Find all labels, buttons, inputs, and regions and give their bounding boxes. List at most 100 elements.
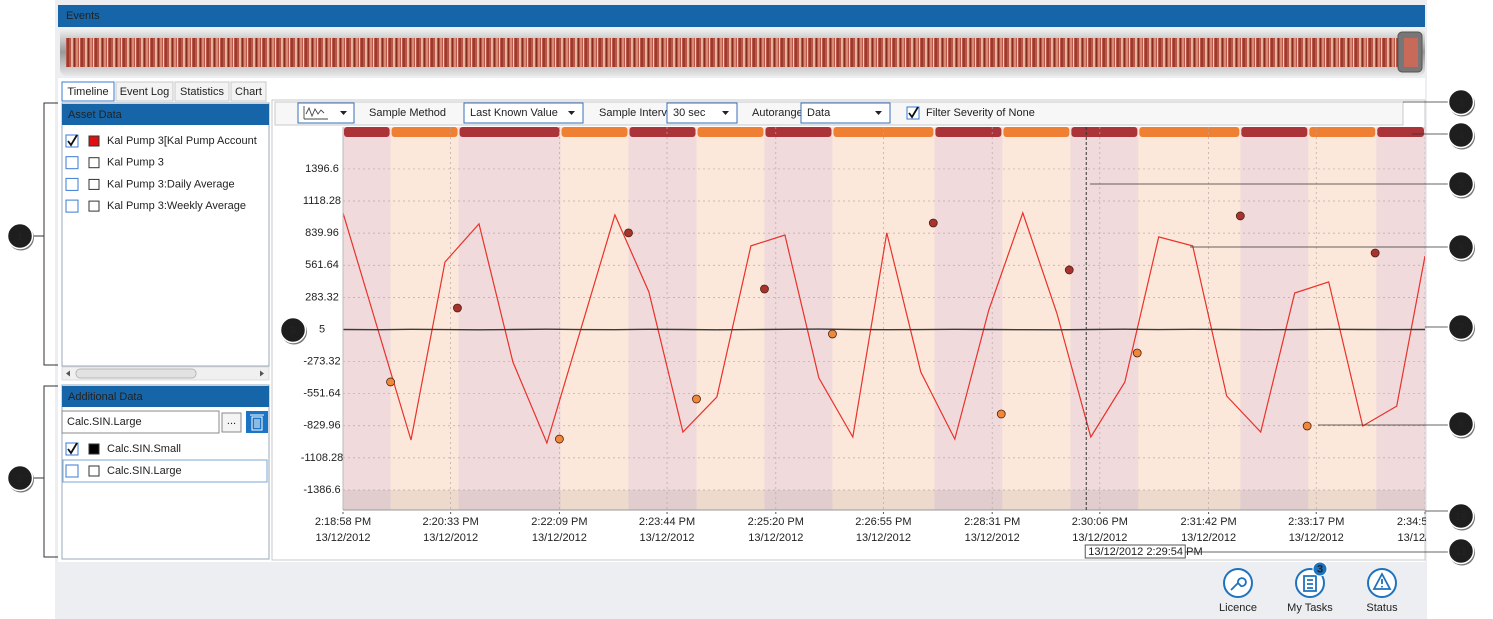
callout-number: 11 (1455, 546, 1467, 558)
asset-label[interactable]: Kal Pump 3 (107, 157, 164, 169)
event-band (1070, 127, 1139, 510)
chart-type-dropdown[interactable] (297, 102, 355, 124)
callout-number: 8 (1458, 419, 1464, 431)
dropdown-arrow (568, 111, 575, 115)
browse-button[interactable] (221, 412, 242, 433)
event-point (555, 434, 564, 444)
callout-badge (6, 222, 34, 250)
color-swatch (88, 135, 100, 147)
event-band (1376, 127, 1425, 510)
dropdown-arrow (340, 111, 347, 115)
autorange-label: Autorange (752, 107, 803, 119)
bracket-1 (43, 102, 58, 366)
tab-label[interactable]: Event Log (120, 86, 170, 98)
sample-method-dropdown[interactable] (463, 102, 584, 124)
autorange-dropdown[interactable] (800, 102, 891, 124)
tab-label[interactable]: Timeline (67, 86, 108, 98)
x-tick-date: 13/12/2012 (1072, 532, 1127, 544)
footer-label[interactable]: My Tasks (1287, 602, 1333, 614)
y-tick-label: 839.96 (305, 227, 339, 239)
tab[interactable]: Event Log (115, 81, 174, 102)
tab-box[interactable] (174, 81, 230, 102)
sample-method-dropdown-value[interactable]: Last Known Value (470, 107, 558, 119)
event-marker (1003, 127, 1070, 137)
callout-badge (1447, 170, 1475, 198)
event-marker (561, 127, 628, 137)
tab[interactable]: Timeline (61, 81, 115, 102)
checkbox[interactable] (65, 156, 79, 170)
footer-glyph[interactable] (1230, 577, 1247, 591)
event-point (386, 377, 395, 387)
scroll-right[interactable] (260, 370, 264, 377)
scrollbar-thumb[interactable] (75, 368, 197, 379)
checkmark[interactable] (67, 134, 78, 147)
checkmark[interactable] (908, 106, 919, 119)
footer (55, 562, 1427, 619)
color-swatch (88, 157, 100, 169)
y-tick-label: -273.32 (303, 355, 340, 367)
x-tick-label: 2:25:20 PM (748, 516, 804, 528)
sample-interval-dropdown-value[interactable]: 30 sec (673, 107, 706, 119)
x-tick-label: 2:34:53 PM (1397, 516, 1453, 528)
tab[interactable]: Chart (230, 81, 267, 102)
tab-box[interactable] (230, 81, 267, 102)
footer-item[interactable]: Licence (1219, 568, 1257, 614)
x-tick-date: 13/12/2012 (1181, 532, 1236, 544)
footer-glyph[interactable] (1303, 575, 1317, 592)
events-strip (66, 38, 1398, 67)
checkbox[interactable] (65, 177, 79, 191)
task-badge[interactable] (1312, 561, 1328, 577)
checkbox[interactable] (65, 464, 79, 478)
tab-box[interactable] (61, 81, 115, 102)
callout-number: 1 (17, 231, 23, 243)
callout-number: 3 (1458, 97, 1464, 109)
event-band (390, 127, 459, 510)
event-band (1002, 127, 1071, 510)
x-tick-date: 13/12/2012 (965, 532, 1020, 544)
x-tick-label: 2:30:06 PM (1072, 516, 1128, 528)
x-tick-date: 13/12/2012 (1289, 532, 1344, 544)
sample-interval-dropdown[interactable] (666, 102, 738, 124)
x-tick-date: 13/12/2012 (748, 532, 803, 544)
tab-box[interactable] (115, 81, 174, 102)
additional-label[interactable]: Calc.SIN.Small (107, 443, 181, 455)
x-tick-date: 13/12/2012 (640, 532, 695, 544)
scroll-left[interactable] (66, 370, 70, 377)
tab-label[interactable]: Chart (235, 86, 262, 98)
additional-label[interactable]: Calc.SIN.Large (107, 465, 182, 477)
event-marker (629, 127, 696, 137)
search-input[interactable] (61, 410, 220, 434)
event-point (1064, 265, 1074, 275)
footer-item[interactable]: My Tasks 3 (1287, 561, 1333, 614)
x-tick-label: 2:20:33 PM (423, 516, 479, 528)
asset-label[interactable]: Kal Pump 3[Kal Pump Account (107, 135, 257, 147)
footer-glyph[interactable] (1372, 572, 1392, 590)
tab[interactable]: Statistics (174, 81, 230, 102)
checkmark[interactable] (67, 442, 78, 455)
callout-badge (1447, 537, 1475, 565)
footer-label[interactable]: Status (1366, 602, 1398, 614)
tab-label[interactable]: Statistics (180, 86, 225, 98)
event-point (692, 394, 701, 404)
event-band (343, 127, 391, 510)
footer-icon[interactable] (1295, 568, 1325, 598)
asset-label[interactable]: Kal Pump 3:Daily Average (107, 178, 235, 190)
x-tick-date: 13/12/2012 (856, 532, 911, 544)
event-marker (697, 127, 764, 137)
filter-label[interactable]: Filter Severity of None (926, 107, 1035, 119)
browse-label[interactable]: ... (227, 415, 236, 427)
footer-label[interactable]: Licence (1219, 602, 1257, 614)
callout-number: 4 (1458, 130, 1465, 142)
asset-label[interactable]: Kal Pump 3:Weekly Average (107, 200, 246, 212)
footer-item[interactable]: Status (1366, 568, 1398, 614)
trash-icon[interactable] (250, 414, 264, 431)
checkbox[interactable] (65, 199, 79, 213)
x-tick-label: 2:22:09 PM (531, 516, 587, 528)
x-tick-date: 13/12/2012 (1397, 532, 1452, 544)
callout-badge (279, 316, 307, 344)
x-tick-label: 2:31:42 PM (1180, 516, 1236, 528)
autorange-dropdown-value[interactable]: Data (807, 107, 831, 119)
task-badge-count[interactable]: 3 (1317, 563, 1323, 575)
events-header (58, 5, 1425, 27)
